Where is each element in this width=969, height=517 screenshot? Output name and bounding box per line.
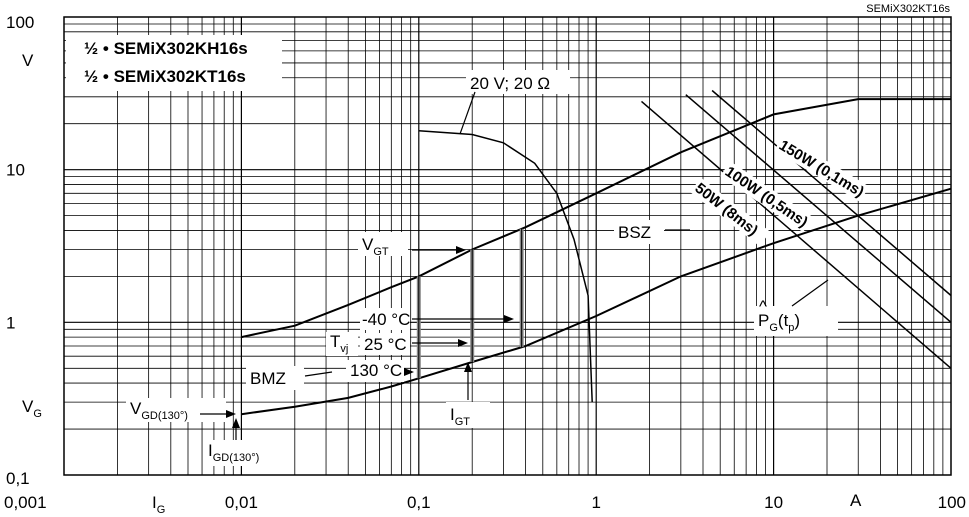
curve-20v-label: 20 V; 20 Ω [470,74,550,93]
t-m40-arrowhead [504,315,514,323]
series-line-2 [241,187,952,416]
t-130-arrowhead [404,368,414,376]
vgd-label-bg [126,398,226,422]
p50-label-bg [689,177,771,247]
y-axis-label: VG [22,397,42,420]
p150-label: 150W (0,1ms) [776,137,867,201]
y-tick-label: 10 [6,161,25,180]
igt-label: IGT [450,405,470,428]
curves [241,89,952,416]
t-130-label-bg [346,360,404,382]
pg-label-bg [754,306,838,336]
x-tick-label: 1 [591,493,600,512]
x-unit-label: A [850,491,862,510]
t-25-label: 25 °C [364,335,407,354]
igt-label-bg [446,402,490,428]
igd-arrowhead [232,418,240,428]
y-tick-label: 1 [6,313,15,332]
y-tick-label: 0,1 [6,469,30,488]
bsz-label-bg [614,220,664,244]
x-tick-labels: 0,001 0,01 0,1 1 10 100 [4,493,966,512]
pg-label: PG(tp) [758,311,800,334]
x-tick-label: 0,1 [407,493,431,512]
y-tick-label: 100 [6,13,34,32]
bmz-leader [304,371,333,377]
tvj-label-bg [326,332,358,356]
x-tick-label: 0,01 [225,493,258,512]
curve-20v-leader [459,91,476,135]
x-axis-label: IG [152,493,165,516]
vgt-arrowhead [456,246,466,254]
t-m40-label: -40 °C [362,310,410,329]
x-tick-label: 10 [764,493,783,512]
bmz-label-bg [246,366,304,390]
p150-label-bg [774,134,870,202]
t-25-label-bg [360,333,410,355]
series-line-3 [711,89,952,297]
y-tick-labels: 0,1 1 10 100 [6,13,34,488]
pg-hat: ^ [759,297,767,316]
pg-leader [791,279,829,307]
bmz-label: BMZ [250,369,286,388]
igt-arrowhead [464,362,472,372]
temperature-bands [416,228,524,379]
device-legend-box [66,35,282,91]
corner-label: SEMiX302KT16s [866,3,950,15]
igd-label-bg [204,440,286,466]
t-130-label: 130 °C [350,361,402,380]
vgd-label: VGD(130°) [130,399,188,422]
vgt-label: VGT [362,235,389,258]
p100-label-bg [720,161,814,233]
tvj-label: Tvj [330,332,348,355]
vgt-label-bg [358,232,408,256]
curve-20v-label-bg [466,70,570,94]
y-unit-label: V [22,51,34,70]
device-label-1: ½ • SEMiX302KH16s [84,39,248,58]
x-tick-label: 100 [938,493,966,512]
device-label-2: ½ • SEMiX302KT16s [84,67,246,86]
plot-frame [63,16,952,476]
series-line-1 [241,98,951,339]
series-line-0 [418,129,593,403]
x-tick-label: 0,001 [4,493,47,512]
t-m40-label-bg [360,308,410,330]
series-line-5 [641,100,952,369]
igd-label: IGD(130°) [208,441,259,464]
bsz-label: BSZ [618,223,651,242]
t-25-arrowhead [458,339,468,347]
series-line-4 [685,94,952,323]
vgd-arrowhead [226,410,236,418]
